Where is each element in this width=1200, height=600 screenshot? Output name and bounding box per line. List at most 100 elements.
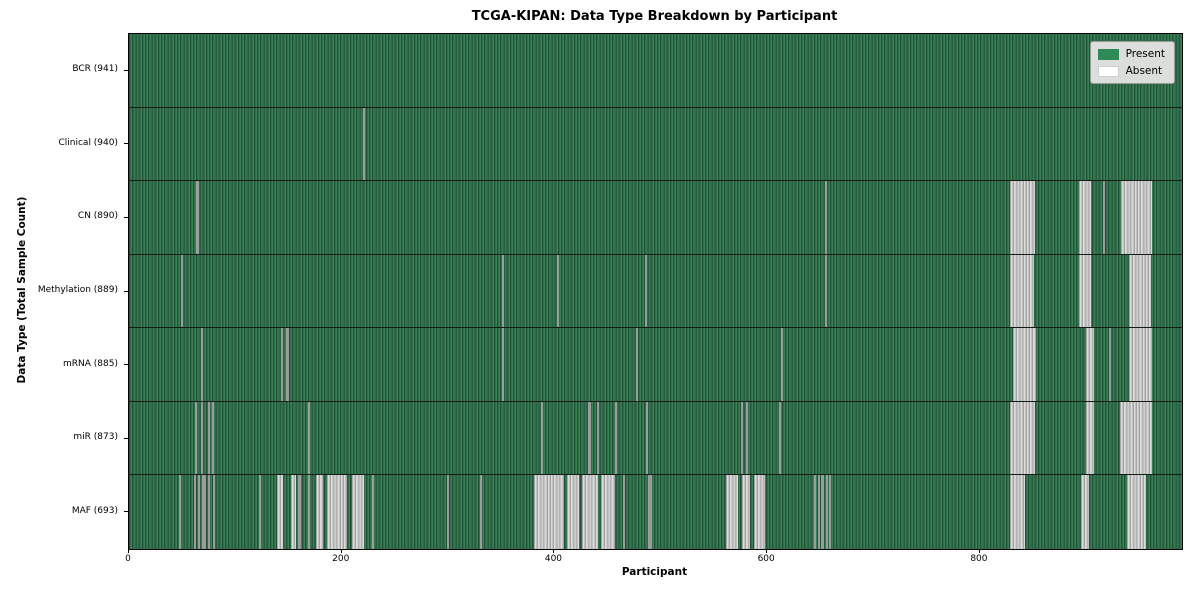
y-tick-label-MAF: MAF (693): [71, 505, 118, 516]
plot-area: Present Absent: [128, 33, 1183, 550]
absent-stripe: [276, 475, 284, 549]
absent-stripe: [1078, 254, 1091, 328]
absent-stripe: [1009, 181, 1036, 254]
absent-stripe: [178, 475, 182, 549]
absent-stripe: [582, 475, 599, 549]
absent-stripe: [534, 475, 565, 549]
absent-stripe: [741, 475, 751, 549]
y-tick-mark: [124, 216, 128, 218]
absent-stripe: [502, 254, 505, 328]
absent-stripe: [615, 401, 618, 475]
absent-stripe: [1086, 328, 1094, 401]
absent-stripe: [202, 475, 206, 549]
absent-stripe: [502, 328, 505, 401]
absent-stripe: [316, 475, 323, 549]
heatmap-row-BCR: [129, 34, 1182, 108]
absent-stripe: [781, 328, 784, 401]
absent-stripe: [201, 328, 204, 401]
absent-stripe: [1120, 401, 1153, 475]
x-tick-label-400: 400: [544, 554, 563, 564]
heatmap-row-CN: [129, 181, 1182, 255]
absent-stripe: [181, 254, 184, 328]
y-tick-label-mRNA: mRNA (885): [63, 358, 118, 369]
heatmap-row-miR: [129, 401, 1182, 476]
x-tick-label-200: 200: [332, 554, 350, 564]
absent-stripe: [821, 475, 824, 549]
legend-item-present: Present: [1097, 48, 1165, 60]
absent-stripe: [207, 475, 210, 549]
absent-stripe: [754, 475, 766, 549]
absent-stripe: [540, 401, 543, 475]
absent-stripe: [1108, 328, 1111, 401]
absent-stripe: [352, 475, 365, 549]
x-tick-mark: [553, 549, 555, 553]
chart-title: TCGA-KIPAN: Data Type Breakdown by Parti…: [471, 9, 838, 24]
absent-stripe: [597, 401, 600, 475]
y-tick-mark: [124, 511, 128, 513]
absent-stripe: [725, 475, 739, 549]
absent-stripe: [1128, 254, 1152, 328]
absent-stripe: [196, 181, 200, 254]
absent-stripe: [1103, 181, 1106, 254]
absent-stripe: [648, 475, 653, 549]
absent-stripe: [824, 254, 827, 328]
absent-stripe: [1009, 254, 1035, 328]
absent-stripe: [447, 475, 450, 549]
absent-stripe: [622, 475, 625, 549]
x-tick-label-800: 800: [970, 554, 988, 564]
heatmap-row-Methylation: [129, 254, 1182, 329]
legend-label-present: Present: [1125, 48, 1165, 60]
y-tick-label-miR: miR (873): [73, 432, 118, 443]
absent-stripe: [371, 475, 374, 549]
absent-stripe: [363, 107, 366, 181]
absent-stripe: [1128, 328, 1153, 401]
absent-stripe: [1012, 328, 1037, 401]
absent-stripe: [193, 475, 196, 549]
present-swatch: [1097, 48, 1119, 60]
absent-stripe: [198, 475, 201, 549]
absent-stripe: [194, 401, 198, 475]
absent-stripe: [825, 475, 828, 549]
absent-stripe: [290, 475, 296, 549]
absent-stripe: [201, 401, 204, 475]
absent-stripe: [778, 401, 781, 475]
absent-swatch: [1097, 65, 1119, 77]
x-tick-label-0: 0: [125, 554, 131, 564]
absent-stripe: [326, 475, 348, 549]
absent-stripe: [307, 475, 310, 549]
absent-stripe: [818, 475, 821, 549]
absent-stripe: [813, 475, 817, 549]
absent-stripe: [1009, 401, 1036, 475]
y-tick-mark: [124, 143, 128, 145]
absent-stripe: [207, 401, 210, 475]
absent-stripe: [567, 475, 579, 549]
y-tick-label-BCR: BCR (941): [72, 64, 118, 75]
absent-stripe: [556, 254, 559, 328]
absent-stripe: [644, 254, 647, 328]
heatmap-row-mRNA: [129, 328, 1182, 402]
absent-stripe: [828, 475, 831, 549]
absent-stripe: [307, 401, 310, 475]
absent-stripe: [281, 328, 284, 401]
absent-stripe: [1121, 181, 1153, 254]
y-tick-mark: [124, 364, 128, 366]
x-tick-label-600: 600: [757, 554, 775, 564]
legend-label-absent: Absent: [1125, 65, 1163, 77]
y-tick-mark: [124, 69, 128, 71]
absent-stripe: [211, 401, 215, 475]
x-tick-mark: [128, 549, 129, 553]
absent-stripe: [601, 475, 616, 549]
absent-stripe: [1126, 475, 1146, 549]
absent-stripe: [1086, 401, 1094, 475]
y-tick-label-CN: CN (890): [77, 211, 118, 222]
absent-stripe: [286, 328, 289, 401]
absent-stripe: [588, 401, 591, 475]
heatmap-row-Clinical: [129, 107, 1182, 182]
x-tick-mark: [978, 549, 980, 553]
absent-stripe: [1078, 181, 1091, 254]
absent-stripe: [1009, 475, 1025, 549]
y-tick-mark: [124, 290, 128, 292]
heatmap-row-MAF: [129, 475, 1182, 549]
x-axis-title: Participant: [621, 566, 688, 578]
